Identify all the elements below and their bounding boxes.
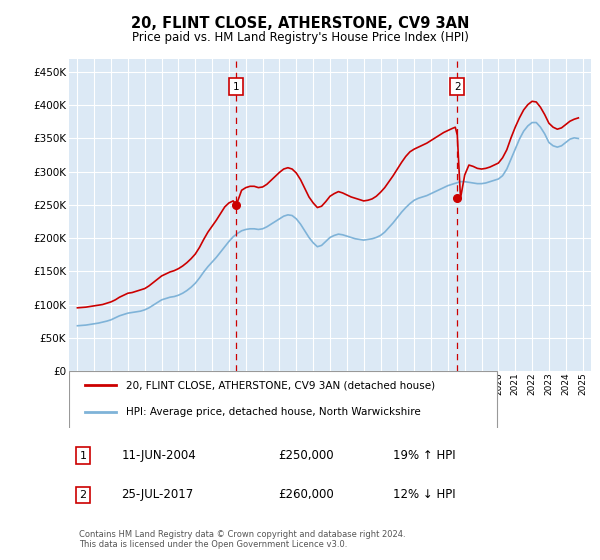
Text: 25-JUL-2017: 25-JUL-2017 <box>121 488 193 501</box>
Text: 20, FLINT CLOSE, ATHERSTONE, CV9 3AN (detached house): 20, FLINT CLOSE, ATHERSTONE, CV9 3AN (de… <box>127 380 436 390</box>
Text: 2: 2 <box>454 82 461 92</box>
FancyBboxPatch shape <box>69 371 497 429</box>
Text: £250,000: £250,000 <box>278 449 334 462</box>
Text: HPI: Average price, detached house, North Warwickshire: HPI: Average price, detached house, Nort… <box>127 407 421 417</box>
Text: Contains HM Land Registry data © Crown copyright and database right 2024.
This d: Contains HM Land Registry data © Crown c… <box>79 530 406 549</box>
Text: £260,000: £260,000 <box>278 488 334 501</box>
Text: 11-JUN-2004: 11-JUN-2004 <box>121 449 196 462</box>
Text: Price paid vs. HM Land Registry's House Price Index (HPI): Price paid vs. HM Land Registry's House … <box>131 31 469 44</box>
Text: 1: 1 <box>79 450 86 460</box>
Text: 20, FLINT CLOSE, ATHERSTONE, CV9 3AN: 20, FLINT CLOSE, ATHERSTONE, CV9 3AN <box>131 16 469 31</box>
Text: 2: 2 <box>79 490 86 500</box>
Text: 19% ↑ HPI: 19% ↑ HPI <box>392 449 455 462</box>
Text: 12% ↓ HPI: 12% ↓ HPI <box>392 488 455 501</box>
Text: 1: 1 <box>233 82 239 92</box>
